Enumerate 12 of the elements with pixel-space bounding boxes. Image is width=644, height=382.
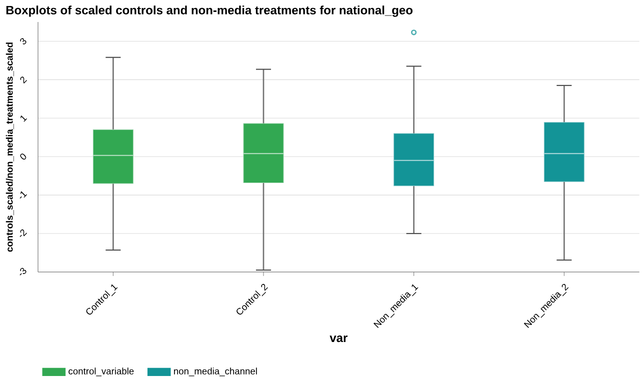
legend-label: non_media_channel [174, 368, 257, 376]
x-axis-title: var [330, 336, 348, 342]
y-axis-title: controls_scaled/non_media_treatments_scaled [6, 42, 14, 252]
y-tick-label: -3 [20, 268, 26, 276]
y-tick-label: 0 [20, 154, 26, 160]
y-tick-label: -1 [20, 191, 28, 198]
y-tick-label: 1 [20, 115, 28, 122]
y-tick-label: 2 [20, 76, 28, 84]
legend-label: control_variable [68, 368, 134, 376]
chart-title: Boxplots of scaled controls and non-media treatments for national_geo [6, 6, 413, 17]
y-tick-label: -2 [20, 229, 28, 237]
y-tick-label: 3 [20, 38, 26, 44]
